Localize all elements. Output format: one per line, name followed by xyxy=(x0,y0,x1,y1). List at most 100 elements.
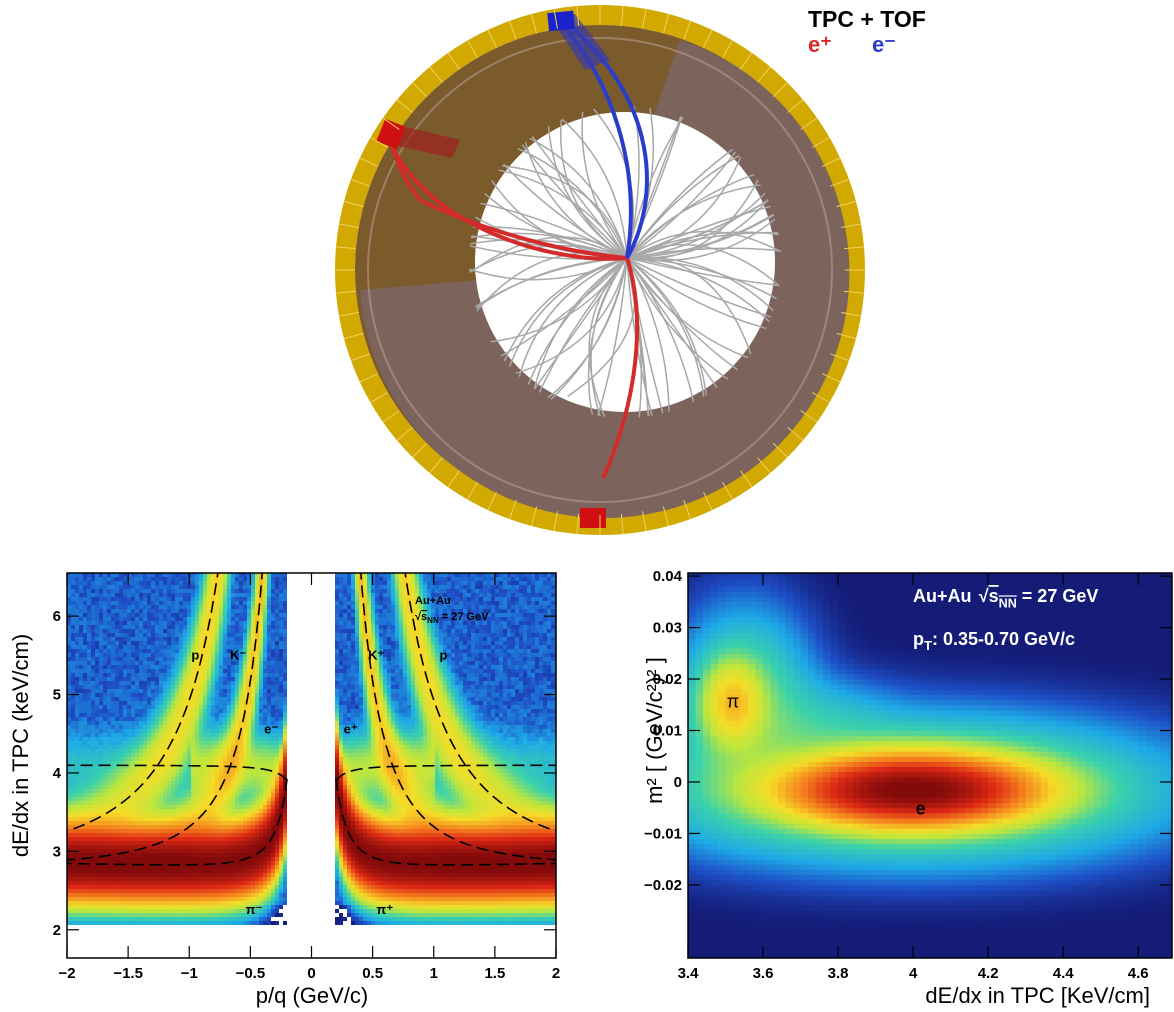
heatmap-cell xyxy=(95,629,99,633)
heatmap-cell xyxy=(239,889,243,893)
heatmap-cell xyxy=(183,821,187,825)
heatmap-cell xyxy=(155,833,159,837)
heatmap-cell xyxy=(179,769,183,773)
heatmap-cell xyxy=(259,629,263,633)
heatmap-cell xyxy=(263,661,267,665)
heatmap-cell xyxy=(139,693,143,697)
heatmap-cell xyxy=(119,685,123,689)
heatmap-cell xyxy=(111,785,115,789)
heatmap-cell xyxy=(283,605,287,609)
heatmap-cell xyxy=(183,617,187,621)
heatmap-cell xyxy=(135,853,139,857)
heatmap-cell xyxy=(139,921,143,925)
heatmap-cell xyxy=(131,705,135,709)
heatmap-cell xyxy=(83,597,87,601)
heatmap-cell xyxy=(275,909,279,913)
event-display: TPC + TOF e⁺ e⁻ xyxy=(335,4,926,535)
heatmap-cell xyxy=(215,697,219,701)
heatmap-cell xyxy=(131,725,135,729)
heatmap-cell xyxy=(231,641,235,645)
heatmap-cell xyxy=(79,689,83,693)
heatmap-cell xyxy=(187,681,191,685)
heatmap-cell xyxy=(247,897,251,901)
heatmap-cell xyxy=(115,797,119,801)
heatmap-cell xyxy=(155,869,159,873)
heatmap-cell xyxy=(135,885,139,889)
heatmap-cell xyxy=(151,685,155,689)
heatmap-cell xyxy=(215,865,219,869)
heatmap-cell xyxy=(95,725,99,729)
heatmap-cell xyxy=(167,777,171,781)
heatmap-cell xyxy=(127,597,131,601)
heatmap-cell xyxy=(127,861,131,865)
heatmap-cell xyxy=(147,833,151,837)
heatmap-cell xyxy=(187,793,191,797)
heatmap-cell xyxy=(235,789,239,793)
heatmap-cell xyxy=(279,797,283,801)
heatmap-cell xyxy=(195,761,199,765)
heatmap-cell xyxy=(255,869,259,873)
heatmap-cell xyxy=(87,781,91,785)
heatmap-cell xyxy=(119,805,123,809)
heatmap-cell xyxy=(191,909,195,913)
heatmap-cell xyxy=(151,901,155,905)
heatmap-cell xyxy=(243,837,247,841)
heatmap-cell xyxy=(131,641,135,645)
heatmap-cell xyxy=(283,601,287,605)
heatmap-cell xyxy=(115,657,119,661)
heatmap-cell xyxy=(139,681,143,685)
heatmap-cell xyxy=(79,909,83,913)
heatmap-cell xyxy=(143,813,147,817)
heatmap-cell xyxy=(199,761,203,765)
heatmap-cell xyxy=(175,777,179,781)
heatmap-cell xyxy=(127,805,131,809)
heatmap-cell xyxy=(175,821,179,825)
heatmap-cell xyxy=(79,829,83,833)
heatmap-cell xyxy=(283,741,287,745)
heatmap-cell xyxy=(207,789,211,793)
heatmap-cell xyxy=(111,621,115,625)
heatmap-cell xyxy=(215,745,219,749)
heatmap-cell xyxy=(183,885,187,889)
heatmap-cell xyxy=(239,741,243,745)
heatmap-cell xyxy=(95,601,99,605)
heatmap-cell xyxy=(271,797,275,801)
heatmap-cell xyxy=(171,785,175,789)
heatmap-cell xyxy=(87,809,91,813)
heatmap-cell xyxy=(151,673,155,677)
heatmap-cell xyxy=(255,881,259,885)
heatmap-cell xyxy=(75,705,79,709)
heatmap-cell xyxy=(139,873,143,877)
heatmap-cell xyxy=(107,805,111,809)
heatmap-cell xyxy=(143,909,147,913)
heatmap-cell xyxy=(271,625,275,629)
heatmap-cell xyxy=(243,769,247,773)
heatmap-cell xyxy=(255,677,259,681)
heatmap-cell xyxy=(235,761,239,765)
heatmap-cell xyxy=(239,797,243,801)
heatmap-cell xyxy=(207,865,211,869)
heatmap-cell xyxy=(179,677,183,681)
heatmap-cell xyxy=(83,617,87,621)
heatmap-cell xyxy=(187,737,191,741)
heatmap-cell xyxy=(127,713,131,717)
heatmap-cell xyxy=(91,585,95,589)
heatmap-cell xyxy=(127,685,131,689)
heatmap-cell xyxy=(263,741,267,745)
heatmap-cell xyxy=(271,581,275,585)
heatmap-cell xyxy=(215,653,219,657)
heatmap-cell xyxy=(227,745,231,749)
heatmap-cell xyxy=(271,705,275,709)
heatmap-cell xyxy=(207,693,211,697)
heatmap-cell xyxy=(119,817,123,821)
heatmap-cell xyxy=(127,677,131,681)
heatmap-cell xyxy=(79,577,83,581)
heatmap-cell xyxy=(163,893,167,897)
heatmap-cell xyxy=(275,689,279,693)
heatmap-cell xyxy=(127,625,131,629)
heatmap-cell xyxy=(215,809,219,813)
heatmap-cell xyxy=(183,697,187,701)
heatmap-cell xyxy=(227,829,231,833)
heatmap-cell xyxy=(199,801,203,805)
heatmap-cell xyxy=(231,773,235,777)
